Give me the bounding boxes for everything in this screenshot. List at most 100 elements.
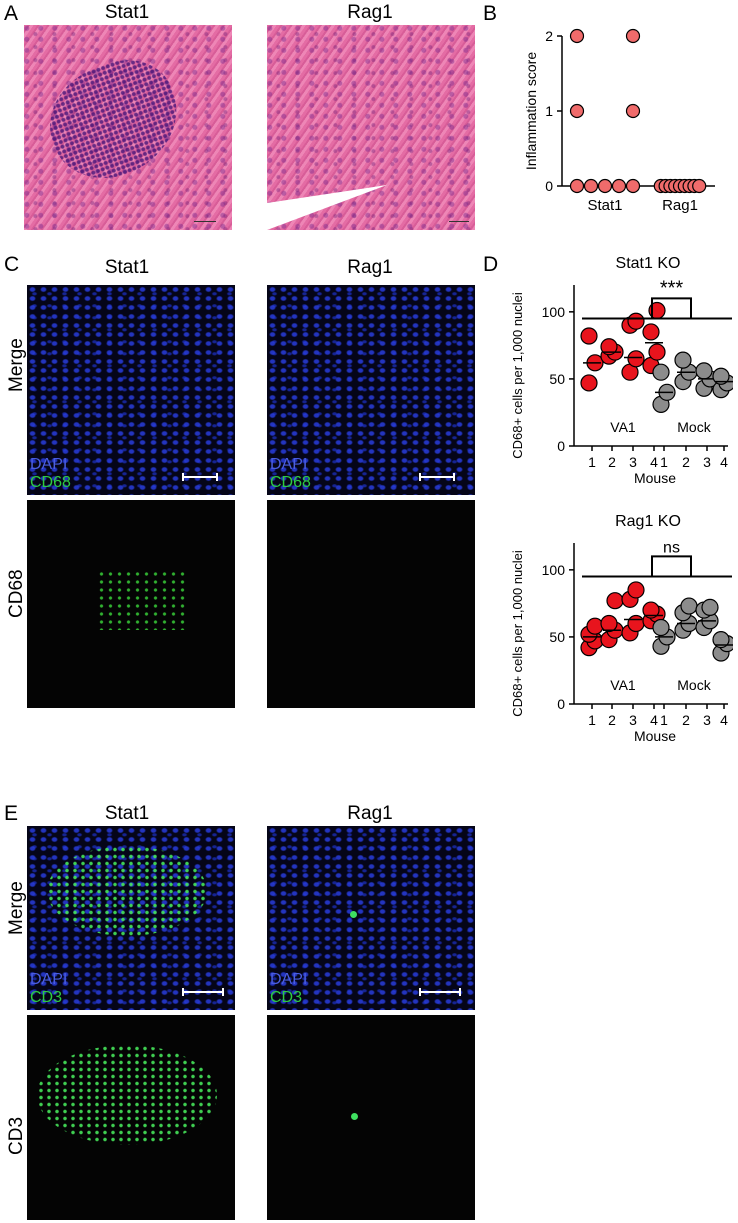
y-tick-label: 2	[545, 28, 553, 44]
cd3-image-rag1	[267, 1015, 475, 1220]
group-label: VA1	[610, 419, 636, 435]
data-point	[692, 178, 707, 194]
x-tick-label: 3	[629, 712, 637, 728]
data-point	[580, 327, 598, 345]
data-point	[569, 103, 585, 119]
data-point	[606, 592, 624, 610]
tissue-edge	[267, 185, 387, 230]
chart-title: Stat1 KO	[616, 255, 681, 272]
panel-label-b: B	[483, 2, 498, 25]
x-tick-label: 3	[703, 712, 711, 728]
data-point	[569, 28, 585, 44]
overlay-dapi: DAPI	[30, 456, 68, 473]
cd3-image-stat1	[27, 1015, 235, 1220]
data-point	[627, 614, 645, 633]
col-title-rag1-c: Rag1	[347, 257, 393, 278]
overlay-dapi: DAPI	[30, 971, 68, 988]
x-axis-label: Mouse	[634, 470, 676, 486]
data-point	[652, 363, 670, 381]
significance-label: ns	[663, 539, 680, 556]
panel-label-c: C	[4, 253, 20, 276]
bracket-line	[651, 555, 692, 577]
panel-label-d: D	[483, 253, 499, 276]
col-title-stat1-e: Stat1	[104, 803, 150, 824]
data-point	[583, 178, 599, 194]
merge-image-stat1-cd68: DAPI CD68	[27, 285, 235, 495]
x-tick-label: 1	[660, 712, 668, 728]
overlay-cd3: CD3	[270, 989, 303, 1006]
row-label-cd68: CD68	[6, 569, 27, 618]
y-axis-label: Inflammation score	[523, 52, 539, 170]
x-tick-label: 1	[588, 454, 596, 470]
data-point	[625, 103, 641, 119]
scale-bar	[419, 988, 461, 996]
merge-image-rag1-cd68: DAPI CD68	[267, 285, 475, 495]
col-title-rag1-e: Rag1	[347, 803, 393, 824]
scale-bar	[182, 473, 218, 481]
x-tick-label: 2	[682, 712, 690, 728]
he-image-stat1	[24, 25, 232, 230]
data-point	[569, 178, 585, 194]
y-tick-label: 100	[542, 304, 566, 320]
data-point	[648, 343, 666, 361]
y-tick-label: 0	[557, 438, 565, 454]
significance-label: ***	[660, 277, 684, 299]
x-tick-label: 2	[608, 712, 616, 728]
x-tick-label: 4	[650, 712, 658, 728]
x-tick-label: 1	[660, 454, 668, 470]
inflammation-score-chart: 0 1 2 Inflammation score Stat1 Rag1	[523, 28, 715, 214]
data-point	[712, 367, 730, 385]
overlay-cd68: CD68	[30, 474, 71, 491]
x-tick-label: 4	[720, 454, 728, 470]
y-tick-label: 0	[557, 696, 565, 712]
y-tick-label: 100	[542, 562, 566, 578]
data-point	[580, 374, 598, 392]
x-tick-label: 2	[608, 454, 616, 470]
data-point	[627, 581, 645, 599]
panel-label-e: E	[4, 802, 19, 825]
data-point	[627, 312, 645, 330]
y-axis-label: CD68+ cells per 1,000 nuclei	[510, 292, 525, 459]
data-point	[600, 338, 618, 356]
chart-title: Rag1 KO	[615, 513, 681, 530]
col-title-stat1-a: Stat1	[104, 2, 150, 23]
bracket-line	[651, 297, 692, 319]
x-tick-label: Stat1	[587, 197, 622, 214]
x-axis-label: Mouse	[634, 728, 676, 744]
data-point	[642, 323, 660, 341]
data-point	[642, 601, 660, 619]
group-label: Mock	[677, 419, 711, 435]
he-image-rag1	[267, 25, 475, 230]
overlay-dapi: DAPI	[270, 456, 308, 473]
data-point	[611, 178, 627, 194]
x-tick-label: 3	[703, 454, 711, 470]
row-label-merge-e: Merge	[6, 881, 27, 935]
merge-image-rag1-cd3: DAPI CD3	[267, 826, 475, 1010]
data-point	[600, 614, 618, 633]
infiltrate-region	[34, 46, 194, 194]
cd68-image-stat1	[27, 500, 235, 708]
data-point	[586, 617, 604, 635]
group-label: Mock	[677, 677, 711, 693]
data-point	[712, 631, 730, 649]
scale-bar	[449, 221, 469, 222]
x-tick-label: 2	[682, 454, 690, 470]
cd68-stat1-chart: Stat1 KO 0 50 100 CD68+ cells per 1,000 nucl…	[510, 255, 733, 486]
data-point	[695, 362, 713, 380]
overlay-cd3: CD3	[30, 989, 63, 1006]
scale-bar	[182, 988, 224, 996]
y-tick-label: 0	[545, 178, 553, 194]
x-tick-label: 1	[588, 712, 596, 728]
data-point	[625, 178, 641, 194]
panel-label-a: A	[4, 2, 19, 25]
x-tick-label: 3	[629, 454, 637, 470]
merge-image-stat1-cd3: DAPI CD3	[27, 826, 235, 1010]
col-title-rag1-a: Rag1	[347, 2, 393, 23]
overlay-dapi: DAPI	[270, 971, 308, 988]
cd68-image-rag1	[267, 500, 475, 708]
overlay-cd68: CD68	[270, 474, 311, 491]
row-label-merge-c: Merge	[6, 338, 27, 392]
cd68-rag1-chart: Rag1 KO 0 50 100 CD68+ cells per 1,000 nucle…	[510, 513, 733, 744]
data-point	[701, 598, 719, 617]
y-tick-label: 1	[545, 103, 553, 119]
